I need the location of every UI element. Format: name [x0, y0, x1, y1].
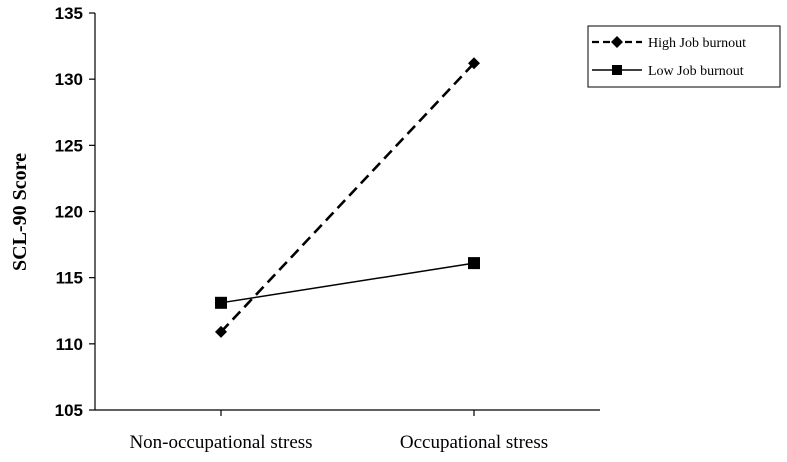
y-ticks: 105 110 115 120 125 130 135 — [55, 4, 95, 420]
point-high-job-burnout — [468, 57, 480, 70]
legend-marker-high — [611, 36, 623, 48]
legend-box — [587, 25, 781, 88]
point-low-job-burnout — [468, 257, 480, 270]
y-tick-label: 110 — [56, 335, 83, 354]
legend-label-high: High Job burnout — [648, 36, 746, 51]
point-low-job-burnout — [215, 296, 227, 309]
y-tick-label: 120 — [55, 203, 83, 222]
y-tick-label: 115 — [56, 269, 83, 288]
y-tick-label: 130 — [55, 70, 83, 89]
y-tick-label: 105 — [55, 401, 83, 420]
series-line-high-job-burnout — [220, 62, 475, 333]
y-tick-label: 135 — [55, 4, 83, 23]
legend-label-low: Low Job burnout — [648, 64, 744, 79]
legend: High Job burnout Low Job burnout — [587, 25, 781, 88]
series-line-low-job-burnout — [220, 262, 475, 304]
x-tick-label: Non-occupational stress — [129, 432, 312, 453]
x-ticks: Non-occupational stress Occupational stre… — [129, 410, 548, 453]
point-high-job-burnout — [215, 325, 227, 338]
series-group — [215, 57, 480, 338]
x-tick-label: Occupational stress — [400, 432, 548, 453]
legend-marker-low — [612, 65, 622, 75]
y-tick-label: 125 — [55, 136, 83, 155]
y-axis-title: SCL-90 Score — [9, 153, 31, 271]
